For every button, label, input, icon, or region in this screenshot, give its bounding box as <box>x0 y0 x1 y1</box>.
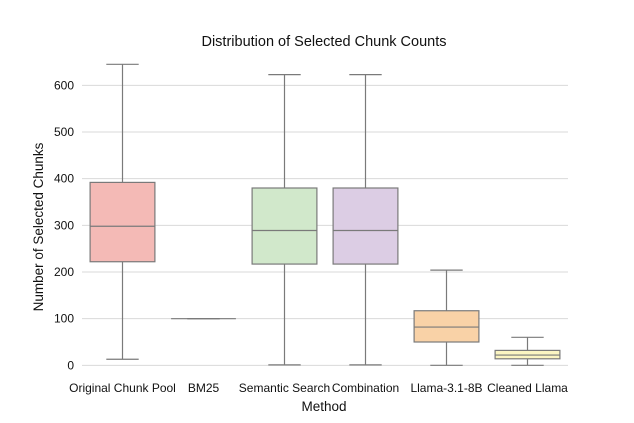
iqr-box <box>251 187 318 265</box>
x-tick-label: BM25 <box>188 381 220 395</box>
y-tick-label: 400 <box>54 172 74 186</box>
y-tick-label: 300 <box>54 218 74 232</box>
x-tick-label: Original Chunk Pool <box>69 381 176 395</box>
x-tick-label: Combination <box>332 381 399 395</box>
iqr-box <box>89 181 156 263</box>
box-original-chunk-pool <box>89 63 156 360</box>
x-axis-label: Method <box>301 399 346 414</box>
x-tick-label: Semantic Search <box>239 381 330 395</box>
iqr-box <box>332 187 399 265</box>
chart-title: Distribution of Selected Chunk Counts <box>201 34 446 50</box>
box-series <box>89 63 561 366</box>
x-tick-label: Llama-3.1-8B <box>410 381 482 395</box>
y-tick-label: 0 <box>67 358 74 372</box>
box-combination <box>332 73 399 366</box>
y-tick-label: 600 <box>54 78 74 92</box>
box-semantic-search <box>251 73 318 366</box>
y-tick-label: 100 <box>54 312 74 326</box>
box-cleaned-llama <box>494 336 561 366</box>
x-axis-ticks: Original Chunk Pool BM25 Semantic Search Co… <box>69 381 568 395</box>
x-tick-label: Cleaned Llama <box>487 381 568 395</box>
y-axis-label: Number of Selected Chunks <box>31 142 46 311</box>
y-tick-label: 500 <box>54 125 74 139</box>
iqr-box <box>413 310 480 343</box>
y-tick-label: 200 <box>54 265 74 279</box>
box-llama-3-1-8b <box>413 269 480 366</box>
y-axis-ticks: 0 100 200 300 400 500 600 <box>54 78 74 372</box>
grid-lines <box>82 84 568 366</box>
